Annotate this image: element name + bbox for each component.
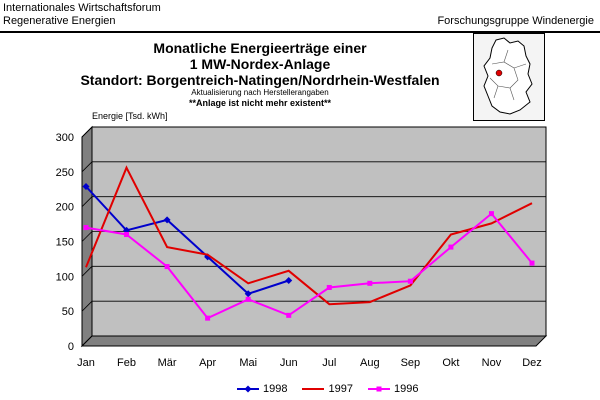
- data-point: [286, 312, 292, 318]
- data-point: [124, 232, 130, 238]
- x-tick-label: Mai: [239, 357, 257, 369]
- data-point: [410, 285, 411, 286]
- germany-map-icon: [473, 33, 545, 121]
- data-point: [367, 280, 373, 286]
- x-tick-label: Mär: [158, 357, 177, 369]
- gridline-side: [81, 335, 93, 347]
- x-tick-label: Sep: [401, 357, 421, 369]
- data-point: [529, 260, 535, 266]
- y-tick-label: 150: [56, 237, 74, 249]
- x-tick-label: Jul: [322, 357, 336, 369]
- series-1996: [83, 211, 535, 321]
- data-point: [164, 264, 170, 270]
- data-point: [488, 211, 494, 217]
- legend-item-1996: 1996: [367, 383, 418, 395]
- series-layer: [82, 165, 535, 321]
- data-point: [285, 277, 293, 285]
- y-tick-label: 0: [68, 341, 74, 353]
- data-point: [167, 247, 168, 248]
- x-tick-label: Okt: [442, 357, 459, 369]
- data-point: [86, 267, 87, 268]
- data-point: [82, 182, 90, 190]
- data-point: [288, 270, 289, 271]
- legend-swatch: [302, 388, 325, 390]
- data-point: [407, 278, 413, 284]
- x-tick-label: Jan: [77, 357, 95, 369]
- x-tick-label: Aug: [360, 357, 380, 369]
- plot-floor: [80, 335, 548, 347]
- data-point: [163, 216, 171, 224]
- gridline-side: [81, 161, 93, 173]
- plot-walls: [80, 125, 548, 348]
- header-right: Forschungsgruppe Windenergie: [437, 15, 594, 27]
- series-line-1997: [85, 165, 533, 306]
- chart-title-line3: Standort: Borgentreich-Natingen/Nordrhei…: [80, 72, 440, 88]
- gridline-side: [81, 266, 93, 277]
- x-tick-label: Jun: [280, 357, 298, 369]
- data-point: [245, 296, 251, 302]
- x-tick-label: Apr: [199, 357, 216, 369]
- data-point: [83, 225, 89, 231]
- legend-label: 1996: [393, 383, 419, 395]
- legend-label: 1997: [328, 383, 353, 395]
- x-tick-label: Feb: [117, 357, 136, 369]
- y-tick-label: 50: [62, 306, 74, 318]
- legend-item-1998: 1998: [236, 383, 287, 395]
- series-line-1998: [85, 185, 290, 295]
- legend-swatch: [367, 386, 390, 392]
- header-org-line1: Internationales Wirtschaftsforum: [3, 2, 161, 14]
- x-tick-label: Dez: [522, 357, 542, 369]
- chart-title-line2: 1 MW-Nordex-Anlage: [189, 56, 331, 72]
- gridline-side: [81, 196, 93, 207]
- data-point: [369, 302, 370, 303]
- y-tick-label: 100: [56, 271, 74, 283]
- x-tick-label: Nov: [482, 357, 502, 369]
- gridline-side: [81, 231, 93, 242]
- legend-swatch: [237, 385, 259, 393]
- series-line-1996: [85, 212, 533, 320]
- data-point: [248, 283, 249, 284]
- data-point: [205, 315, 211, 321]
- y-tick-label: 300: [56, 132, 74, 144]
- data-point: [326, 284, 332, 290]
- y-tick-label: 200: [56, 202, 74, 214]
- gridline-side: [81, 300, 93, 312]
- chart-title-line1: Monatliche Energieerträge einer: [153, 40, 367, 56]
- header-org-line2: Regenerative Energien: [3, 15, 116, 27]
- gridline-side: [81, 126, 93, 138]
- data-point: [450, 234, 451, 235]
- chart-title-block: Monatliche Energieerträge einer 1 MW-Nor…: [60, 40, 460, 109]
- chart-update-note: Aktualisierung nach Herstellerangaben: [191, 88, 329, 97]
- header-left: Internationales Wirtschaftsforum Regener…: [3, 2, 161, 28]
- legend-label: 1998: [263, 383, 288, 395]
- data-point: [491, 223, 492, 224]
- y-axis-ticks: 0 50 100 150 200 250 300: [56, 132, 74, 353]
- data-point: [244, 290, 252, 298]
- legend: 1998 1997 1996: [236, 383, 418, 395]
- data-point: [329, 304, 330, 305]
- data-point: [126, 167, 127, 168]
- series-1997: [85, 165, 533, 306]
- header-divider: [0, 31, 600, 33]
- chart-defunct-note: **Anlage ist nicht mehr existent**: [188, 98, 332, 108]
- data-point: [532, 203, 533, 204]
- data-point: [448, 244, 454, 250]
- legend-item-1997: 1997: [301, 383, 353, 395]
- y-axis-label: Energie [Tsd. kWh]: [92, 111, 168, 121]
- x-axis-ticks: Jan Feb Mär Apr Mai Jun Jul Aug Sep Okt Nov Dez: [77, 357, 542, 369]
- y-tick-label: 250: [56, 167, 74, 179]
- data-point: [207, 254, 208, 255]
